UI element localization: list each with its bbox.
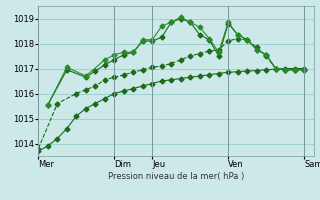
X-axis label: Pression niveau de la mer( hPa ): Pression niveau de la mer( hPa ) [108, 172, 244, 181]
